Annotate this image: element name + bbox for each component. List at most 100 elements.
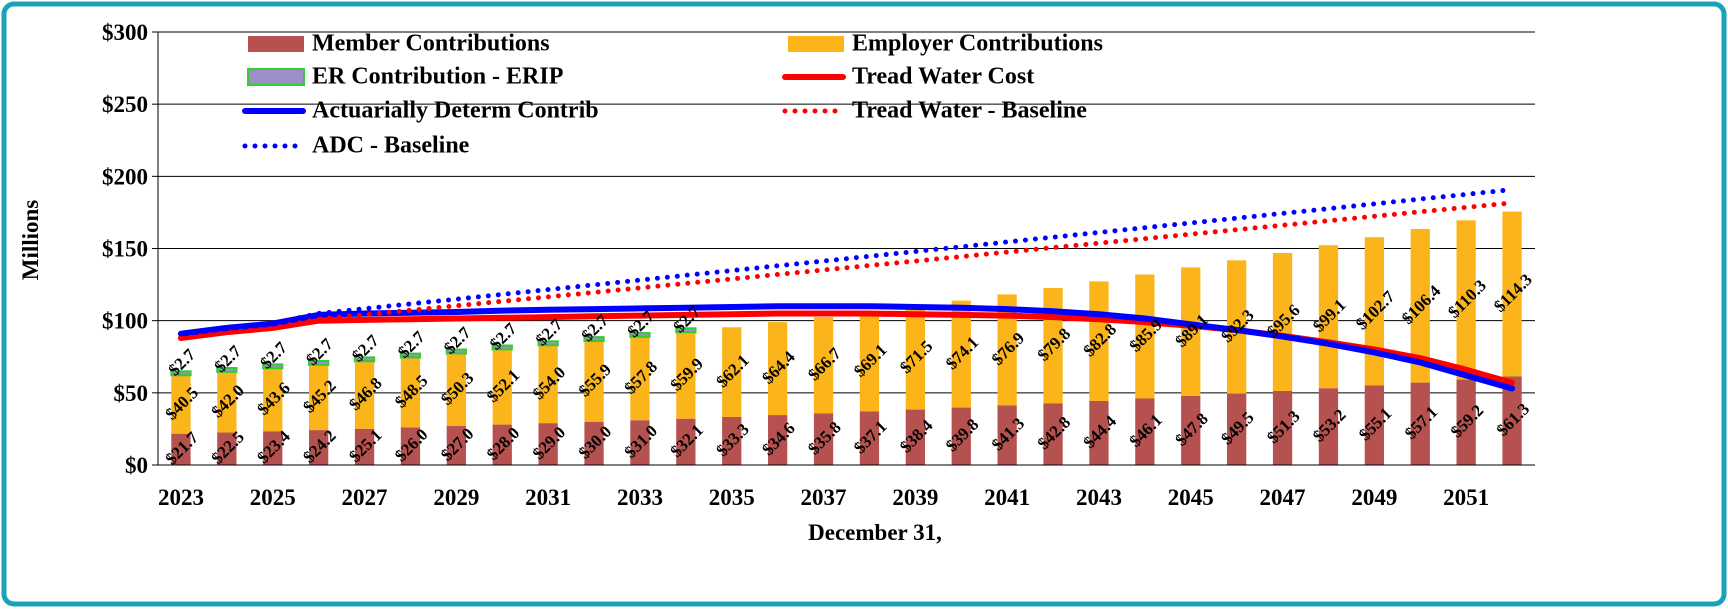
x-tick-label: 2023 — [158, 485, 204, 510]
bar — [1456, 220, 1476, 380]
bar — [262, 363, 284, 370]
bar — [583, 336, 605, 343]
bar — [1272, 252, 1293, 391]
bar — [768, 415, 788, 465]
bar — [263, 368, 283, 432]
bar — [216, 367, 238, 373]
x-tick-label: 2031 — [525, 485, 571, 510]
bar — [492, 349, 512, 425]
bar — [400, 427, 421, 465]
bar — [171, 375, 191, 434]
legend-label: Employer Contributions — [852, 31, 1103, 57]
bar — [951, 300, 971, 408]
bar — [1227, 393, 1247, 465]
axes: $0 $50 $100 $150 $200 $250 $300 2023 2025 2027 202… — [102, 20, 1535, 510]
bar — [399, 352, 422, 359]
bar — [1135, 274, 1155, 399]
bar — [538, 345, 558, 424]
legend-swatch — [788, 36, 844, 52]
y-tick-label: $50 — [114, 381, 149, 406]
bar — [446, 353, 466, 427]
bar — [492, 424, 512, 465]
bar — [353, 356, 376, 363]
bar — [997, 405, 1017, 465]
bar — [676, 418, 696, 465]
bar — [768, 322, 788, 416]
y-tick-label: $100 — [102, 309, 148, 334]
bar — [1364, 385, 1384, 465]
bar — [309, 430, 329, 465]
bar — [217, 371, 237, 433]
bar — [170, 370, 192, 377]
bar — [1135, 398, 1155, 465]
bar — [263, 431, 283, 465]
y-tick-label: $0 — [125, 453, 148, 478]
line — [177, 303, 1515, 392]
bar — [1043, 403, 1063, 465]
bar — [1410, 229, 1430, 383]
x-tick-label: 2051 — [1443, 485, 1489, 510]
bar — [859, 411, 880, 465]
bar — [1089, 400, 1109, 465]
bar — [537, 340, 559, 347]
legend-label: Tread Water - Baseline — [852, 98, 1087, 124]
x-tick-label: 2029 — [433, 485, 479, 510]
bar — [1410, 382, 1430, 465]
bar — [997, 294, 1017, 406]
x-tick-label: 2025 — [250, 485, 296, 510]
bar — [491, 344, 513, 351]
bar — [676, 332, 696, 419]
baseline-line — [178, 187, 1515, 337]
legend-label: ADC - Baseline — [312, 133, 470, 159]
bar — [445, 348, 467, 355]
x-tick-label: 2049 — [1351, 485, 1397, 510]
bar — [813, 317, 834, 414]
bar — [584, 421, 604, 465]
x-tick-label: 2027 — [342, 485, 388, 510]
legend-label: ER Contribution - ERIP — [312, 64, 563, 90]
bar — [354, 428, 375, 465]
lines — [177, 187, 1515, 392]
bar — [354, 361, 375, 429]
bar — [859, 311, 880, 412]
x-tick-label: 2045 — [1168, 485, 1214, 510]
x-tick-label: 2041 — [984, 485, 1030, 510]
y-tick-label: $200 — [102, 164, 148, 189]
legend-label: Tread Water Cost — [852, 64, 1034, 90]
bar — [1181, 267, 1201, 397]
baseline-line — [178, 200, 1515, 341]
bar — [813, 413, 834, 465]
bar — [1318, 245, 1339, 389]
x-tick-label: 2033 — [617, 485, 663, 510]
bars — [170, 211, 1522, 465]
y-axis-label: Millions — [18, 200, 43, 281]
legend-swatch — [247, 68, 305, 86]
bar — [629, 331, 651, 338]
y-tick-label: $150 — [102, 237, 148, 262]
bar — [308, 359, 330, 366]
bar — [1502, 376, 1522, 465]
bar — [309, 364, 329, 431]
bar — [630, 336, 650, 421]
legend-label: Actuarially Determ Contrib — [312, 98, 599, 124]
bar — [630, 420, 650, 465]
bar — [905, 306, 925, 410]
bar — [1227, 260, 1247, 394]
x-tick-label: 2035 — [709, 485, 755, 510]
y-tick-label: $300 — [102, 20, 148, 45]
legend: Member Contributions Employer Contributio… — [242, 31, 1103, 159]
x-axis-label: December 31, — [808, 520, 942, 545]
bar — [1456, 379, 1476, 465]
bar — [217, 432, 237, 465]
bar — [722, 327, 742, 417]
bar — [446, 426, 466, 465]
legend-label: Member Contributions — [312, 31, 550, 57]
bar — [538, 423, 558, 465]
bar — [1318, 388, 1339, 465]
bar — [171, 433, 191, 465]
x-tick-label: 2039 — [892, 485, 938, 510]
bar — [584, 341, 604, 422]
x-tick-label: 2043 — [1076, 485, 1122, 510]
